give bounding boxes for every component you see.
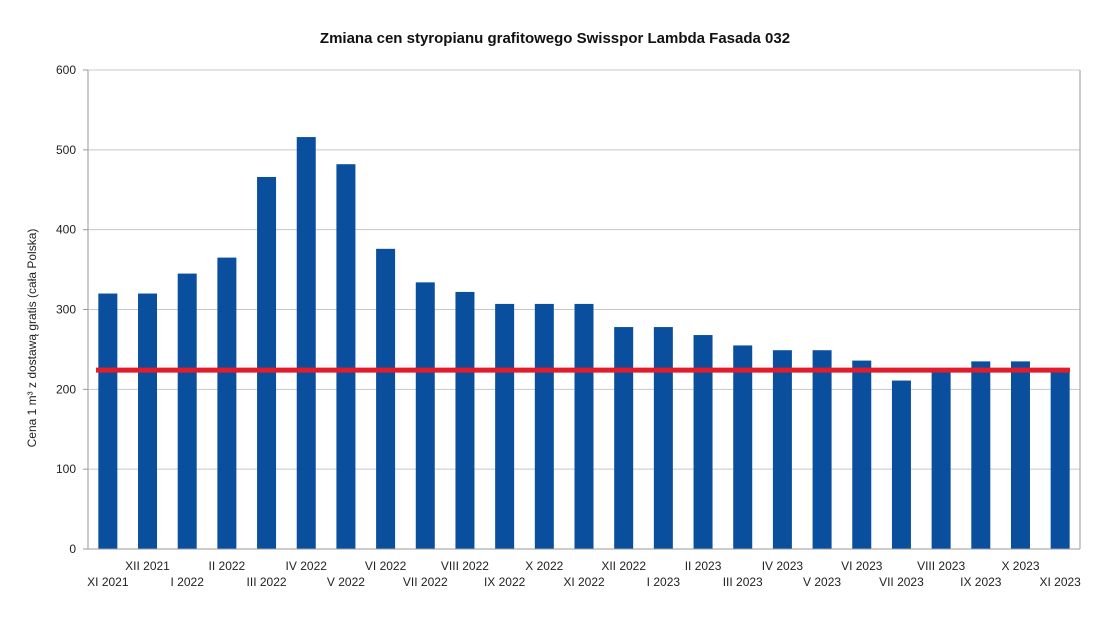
x-tick-label: IV 2023 (762, 559, 804, 573)
x-tick-label: XII 2022 (601, 559, 646, 573)
chart-title: Zmiana cen styropianu grafitowego Swissp… (320, 30, 790, 47)
axes (83, 69, 1081, 550)
x-tick-label: IV 2022 (286, 559, 328, 573)
x-tick-label: VI 2023 (841, 559, 883, 573)
bar (931, 371, 951, 549)
y-tick-label: 300 (56, 303, 76, 317)
bar (574, 303, 594, 549)
x-tick-label: XII 2021 (125, 559, 170, 573)
x-tick-label: XI 2021 (87, 575, 129, 589)
x-tick-label: VI 2022 (365, 559, 407, 573)
x-tick-label: II 2023 (685, 559, 722, 573)
bar (138, 293, 158, 549)
x-tick-label: IX 2022 (484, 575, 526, 589)
bar (217, 257, 237, 549)
x-tick-label: XI 2023 (1039, 575, 1081, 589)
bar (693, 335, 713, 549)
x-tick-label: I 2023 (647, 575, 681, 589)
y-tick-label: 400 (56, 223, 76, 237)
x-tick-label: V 2023 (803, 575, 841, 589)
x-tick-label: III 2023 (723, 575, 763, 589)
x-tick-label: VIII 2023 (917, 559, 965, 573)
x-tick-label: V 2022 (327, 575, 365, 589)
bar (733, 345, 753, 549)
y-tick-label: 200 (56, 382, 76, 396)
bar (98, 293, 118, 549)
bar (891, 380, 911, 549)
bar (455, 291, 475, 549)
x-tick-label: XI 2022 (563, 575, 605, 589)
x-tick-label: VIII 2022 (441, 559, 489, 573)
y-axis-ticks: 0 100 200 300 400 500 600 (56, 63, 76, 556)
bar (534, 303, 554, 549)
y-tick-label: 100 (56, 462, 76, 476)
bar (653, 327, 673, 549)
x-tick-label: III 2022 (247, 575, 287, 589)
x-tick-label: X 2022 (525, 559, 563, 573)
bar (376, 248, 396, 549)
bar (852, 360, 872, 549)
y-tick-label: 0 (69, 542, 76, 556)
bar (415, 282, 435, 549)
bar (971, 361, 991, 549)
bar (772, 350, 792, 549)
x-tick-label: II 2022 (209, 559, 246, 573)
bar (614, 327, 634, 549)
bar (296, 137, 316, 549)
y-tick-label: 600 (56, 63, 76, 77)
y-tick-label: 500 (56, 143, 76, 157)
x-tick-label: VII 2022 (403, 575, 448, 589)
bar (336, 164, 356, 549)
bar (257, 176, 277, 549)
x-tick-label: IX 2023 (960, 575, 1002, 589)
bar (495, 303, 515, 549)
y-axis-label: Cena 1 m³ z dostawą gratis (cała Polska) (25, 229, 39, 448)
bar (1050, 371, 1070, 549)
bar (177, 273, 197, 549)
x-tick-label: VII 2023 (879, 575, 924, 589)
bar (812, 350, 832, 549)
x-tick-label: X 2023 (1001, 559, 1039, 573)
bar (1010, 361, 1030, 549)
x-tick-label: I 2022 (171, 575, 205, 589)
bars (98, 137, 1070, 549)
